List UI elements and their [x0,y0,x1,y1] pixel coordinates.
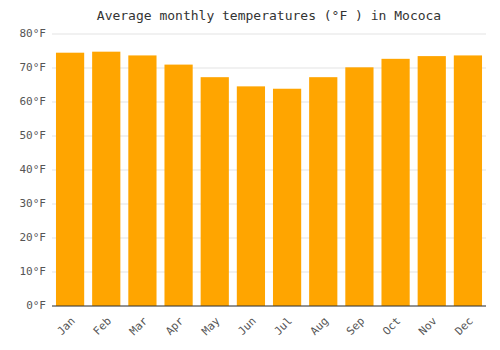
bar [164,65,192,306]
y-tick-label: 80°F [20,27,47,40]
bar [345,67,373,306]
x-tick-label: Jun [235,315,258,338]
x-tick-label: Mar [127,314,151,338]
y-tick-label: 0°F [26,299,46,312]
y-tick-label: 40°F [20,163,47,176]
x-tick-label: Sep [344,315,367,338]
chart-container: Average monthly temperatures (°F ) in Mo… [0,0,500,350]
bar [309,77,337,306]
bar [454,55,482,306]
bar [237,86,265,306]
y-tick-label: 20°F [20,231,47,244]
y-axis: 0°F 10°F 20°F 30°F 40°F 50°F 60°F 70°F 80°F [20,27,47,312]
y-tick-label: 30°F [20,197,47,210]
grid-line [52,306,486,307]
y-tick-label: 70°F [20,61,47,74]
y-tick-label: 10°F [20,265,47,278]
bar [92,52,120,306]
x-tick-label: Jul [272,315,295,338]
bar [381,59,409,306]
y-tick-label: 50°F [20,129,47,142]
x-axis: Jan Feb Mar Apr May Jun Jul Aug Sep Oct Nov Dec [55,314,476,338]
x-tick-label: Aug [308,315,331,338]
x-tick-label: Apr [163,314,187,338]
x-tick-label: Nov [416,314,440,338]
bars [56,52,482,306]
title: Average monthly temperatures (°F ) in Mo… [97,8,441,23]
chart-svg: Average monthly temperatures (°F ) in Mo… [0,0,500,350]
bar [201,77,229,306]
bar [56,53,84,306]
x-tick-label: Feb [91,315,114,338]
y-tick-label: 60°F [20,95,47,108]
x-axis-line [52,306,486,307]
grid [52,34,486,306]
x-tick-label: May [199,314,223,338]
x-tick-label: Jan [55,315,78,338]
bar [273,89,301,306]
x-tick-label: Dec [452,315,475,338]
bar [418,56,446,306]
x-tick-label: Oct [380,315,403,338]
grid-line [52,34,486,35]
bar [128,55,156,306]
